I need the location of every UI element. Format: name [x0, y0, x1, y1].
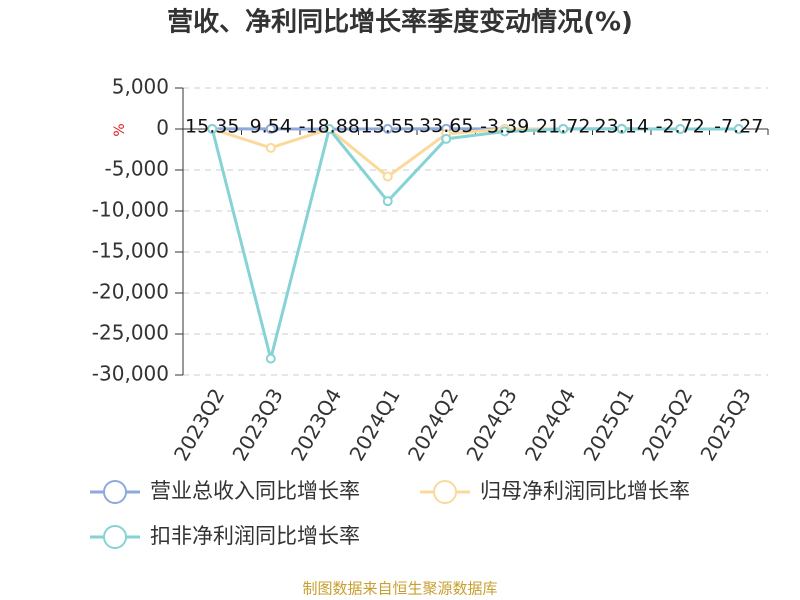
y-tick-label: 0 — [156, 116, 169, 140]
source-note: 制图数据来自恒生聚源数据库 — [302, 580, 497, 598]
data-label: 21.72 — [536, 115, 590, 137]
data-label: 33.65 — [419, 115, 473, 137]
y-tick-label: -20,000 — [92, 280, 169, 304]
y-tick-label: -15,000 — [92, 239, 169, 263]
series-line — [210, 125, 739, 359]
y-tick-label: -25,000 — [92, 321, 169, 345]
data-point — [733, 124, 744, 134]
data-point — [441, 133, 452, 144]
data-point — [558, 124, 569, 134]
x-tick-label: 2024Q4 — [520, 384, 580, 465]
x-tick-label: 2025Q1 — [578, 384, 638, 465]
legend-label: 扣非净利润同比增长率 — [150, 524, 360, 548]
legend-marker — [103, 480, 127, 504]
data-point — [382, 196, 393, 207]
data-label: 23.14 — [595, 115, 649, 137]
legend-label: 归母净利润同比增长率 — [480, 479, 690, 503]
x-tick-label: 2025Q2 — [637, 384, 697, 465]
data-point — [382, 123, 393, 134]
x-tick-label: 2023Q3 — [227, 384, 287, 465]
x-tick-label: 2024Q3 — [461, 384, 521, 465]
y-tick-label: -10,000 — [92, 198, 169, 222]
legend-label: 营业总收入同比增长率 — [150, 479, 360, 503]
x-tick-label: 2025Q3 — [695, 384, 755, 465]
chart-title: 营收、净利同比增长率季度变动情况(%) — [167, 7, 633, 38]
data-label: 9.54 — [250, 115, 292, 137]
x-tick-label: 2024Q1 — [344, 384, 404, 465]
x-tick-label: 2023Q4 — [286, 384, 346, 465]
data-point — [382, 171, 393, 182]
data-label: -2.72 — [656, 116, 705, 138]
y-tick-label: -5,000 — [105, 157, 169, 181]
legend-marker — [433, 480, 457, 504]
data-label: -18.88 — [299, 116, 360, 138]
data-label: -3.39 — [480, 116, 529, 138]
data-point — [265, 353, 276, 364]
y-tick-label: -30,000 — [92, 362, 169, 386]
data-point — [265, 142, 276, 153]
data-point — [499, 126, 510, 137]
data-point — [324, 124, 335, 134]
y-tick-label: 5,000 — [112, 75, 169, 99]
data-point — [675, 124, 686, 134]
x-tick-label: 2023Q2 — [169, 384, 229, 465]
y-unit: % — [112, 123, 128, 136]
data-label: -7.27 — [714, 116, 763, 138]
data-label: 15.35 — [185, 115, 239, 137]
legend-marker — [103, 525, 127, 549]
data-label: 13.55 — [361, 115, 415, 137]
data-point — [616, 124, 627, 134]
data-point — [265, 123, 276, 134]
data-point — [207, 124, 218, 134]
x-tick-label: 2024Q2 — [403, 384, 463, 465]
